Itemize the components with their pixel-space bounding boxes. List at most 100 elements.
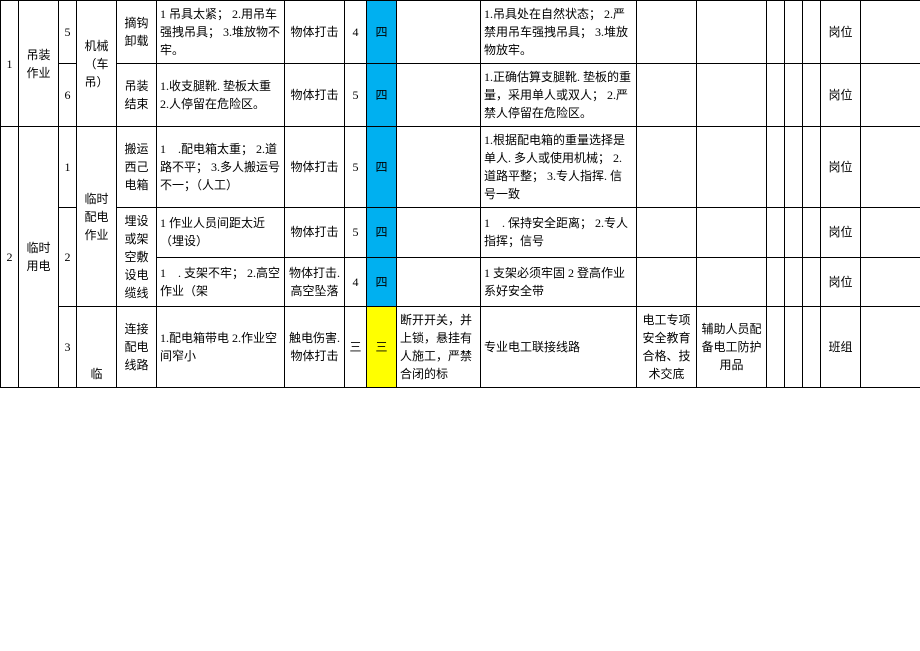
cell-subseq: 5 — [59, 1, 77, 64]
cell-score: 5 — [345, 127, 367, 208]
cell-c13 — [767, 208, 785, 258]
cell-c15 — [803, 1, 821, 64]
cell-equip: 临时配电作业 — [77, 127, 117, 307]
cell-c15 — [803, 64, 821, 127]
cell-responsible: 岗位 — [821, 257, 861, 307]
cell-hazard: 1 作业人员间距太近（埋设） — [157, 208, 285, 258]
cell-c14 — [785, 257, 803, 307]
cell-seq: 1 — [1, 1, 19, 127]
cell-c15 — [803, 127, 821, 208]
cell-consequence: 物体打击.高空坠落 — [285, 257, 345, 307]
cell-step: 吊装结束 — [117, 64, 157, 127]
cell-hazard: 1 吊具太紧； 2.用吊车强拽吊具； 3.堆放物不牢。 — [157, 1, 285, 64]
cell-c12 — [697, 1, 767, 64]
cell-score: 三 — [345, 307, 367, 388]
cell-level: 四 — [367, 257, 397, 307]
cell-seq: 2 — [1, 127, 19, 388]
cell-hazard: 1.收支腿靴. 垫板太重 2.人停留在危险区。 — [157, 64, 285, 127]
cell-c14 — [785, 64, 803, 127]
cell-c17 — [861, 127, 920, 208]
cell-c12 — [697, 64, 767, 127]
cell-score: 4 — [345, 1, 367, 64]
cell-extra — [397, 208, 481, 258]
table-row: 2 埋设或架空敷设电缆线 1 作业人员间距太近（埋设） 物体打击 5 四 1 .… — [1, 208, 920, 258]
cell-measure: 专业电工联接线路 — [481, 307, 637, 388]
cell-score: 5 — [345, 208, 367, 258]
cell-consequence: 触电伤害.物体打击 — [285, 307, 345, 388]
cell-level: 四 — [367, 208, 397, 258]
cell-step: 连接配电线路 — [117, 307, 157, 388]
cell-c14 — [785, 1, 803, 64]
cell-level: 四 — [367, 1, 397, 64]
cell-c17 — [861, 257, 920, 307]
cell-equip: 机械（车吊） — [77, 1, 117, 127]
table-row: 3 临 连接配电线路 1.配电箱带电 2.作业空间窄小 触电伤害.物体打击 三 … — [1, 307, 920, 388]
cell-c15 — [803, 208, 821, 258]
cell-step: 摘钩卸载 — [117, 1, 157, 64]
cell-level: 三 — [367, 307, 397, 388]
cell-responsible: 岗位 — [821, 1, 861, 64]
cell-extra: 断开开关，并上锁，悬挂有人施工，严禁合闭的标 — [397, 307, 481, 388]
cell-c11 — [637, 208, 697, 258]
cell-step: 搬运西己电箱 — [117, 127, 157, 208]
cell-hazard: 1 . 支架不牢； 2.高空作业（架 — [157, 257, 285, 307]
cell-c17 — [861, 64, 920, 127]
table-row: 6 吊装结束 1.收支腿靴. 垫板太重 2.人停留在危险区。 物体打击 5 四 … — [1, 64, 920, 127]
cell-c13 — [767, 1, 785, 64]
cell-c17 — [861, 307, 920, 388]
cell-c14 — [785, 208, 803, 258]
cell-extra — [397, 64, 481, 127]
cell-level: 四 — [367, 127, 397, 208]
table-row: 1 吊装作业 5 机械（车吊） 摘钩卸载 1 吊具太紧； 2.用吊车强拽吊具； … — [1, 1, 920, 64]
cell-c13 — [767, 307, 785, 388]
cell-measure: 1.根据配电箱的重量选择是单人. 多人或使用机械； 2.道路平整； 3.专人指挥… — [481, 127, 637, 208]
cell-c12 — [697, 208, 767, 258]
cell-activity: 临时用电 — [19, 127, 59, 388]
cell-c14 — [785, 127, 803, 208]
cell-step: 埋设或架空敷设电缆线 — [117, 208, 157, 307]
cell-score: 4 — [345, 257, 367, 307]
cell-c17 — [861, 1, 920, 64]
cell-c12: 辅助人员配备电工防护用品 — [697, 307, 767, 388]
cell-extra — [397, 127, 481, 208]
cell-c13 — [767, 64, 785, 127]
cell-subseq: 6 — [59, 64, 77, 127]
cell-c15 — [803, 257, 821, 307]
cell-c15 — [803, 307, 821, 388]
cell-c13 — [767, 257, 785, 307]
cell-responsible: 岗位 — [821, 64, 861, 127]
cell-subseq: 3 — [59, 307, 77, 388]
cell-extra — [397, 257, 481, 307]
cell-c12 — [697, 257, 767, 307]
cell-subseq: 1 — [59, 127, 77, 208]
cell-consequence: 物体打击 — [285, 127, 345, 208]
cell-responsible: 岗位 — [821, 127, 861, 208]
cell-measure: 1 支架必须牢固 2 登高作业系好安全带 — [481, 257, 637, 307]
cell-c13 — [767, 127, 785, 208]
cell-measure: 1.吊具处在自然状态； 2.严禁用吊车强拽吊具； 3.堆放物放牢。 — [481, 1, 637, 64]
cell-c14 — [785, 307, 803, 388]
cell-subseq: 2 — [59, 208, 77, 307]
cell-extra — [397, 1, 481, 64]
cell-c11 — [637, 127, 697, 208]
cell-consequence: 物体打击 — [285, 64, 345, 127]
risk-assessment-table: 1 吊装作业 5 机械（车吊） 摘钩卸载 1 吊具太紧； 2.用吊车强拽吊具； … — [0, 0, 920, 388]
cell-consequence: 物体打击 — [285, 208, 345, 258]
cell-activity: 吊装作业 — [19, 1, 59, 127]
cell-level: 四 — [367, 64, 397, 127]
cell-c11 — [637, 257, 697, 307]
cell-hazard: 1 .配电箱太重； 2.道路不平； 3.多人搬运号不一；（人工） — [157, 127, 285, 208]
cell-hazard: 1.配电箱带电 2.作业空间窄小 — [157, 307, 285, 388]
cell-equip: 临 — [77, 307, 117, 388]
cell-measure: 1.正确估算支腿靴. 垫板的重量，采用单人或双人； 2.严禁人停留在危险区。 — [481, 64, 637, 127]
cell-score: 5 — [345, 64, 367, 127]
table-row: 2 临时用电 1 临时配电作业 搬运西己电箱 1 .配电箱太重； 2.道路不平；… — [1, 127, 920, 208]
cell-consequence: 物体打击 — [285, 1, 345, 64]
cell-c17 — [861, 208, 920, 258]
cell-c12 — [697, 127, 767, 208]
cell-c11 — [637, 1, 697, 64]
cell-c11 — [637, 64, 697, 127]
cell-responsible: 岗位 — [821, 208, 861, 258]
cell-c11: 电工专项安全教育合格、技术交底 — [637, 307, 697, 388]
cell-responsible: 班组 — [821, 307, 861, 388]
